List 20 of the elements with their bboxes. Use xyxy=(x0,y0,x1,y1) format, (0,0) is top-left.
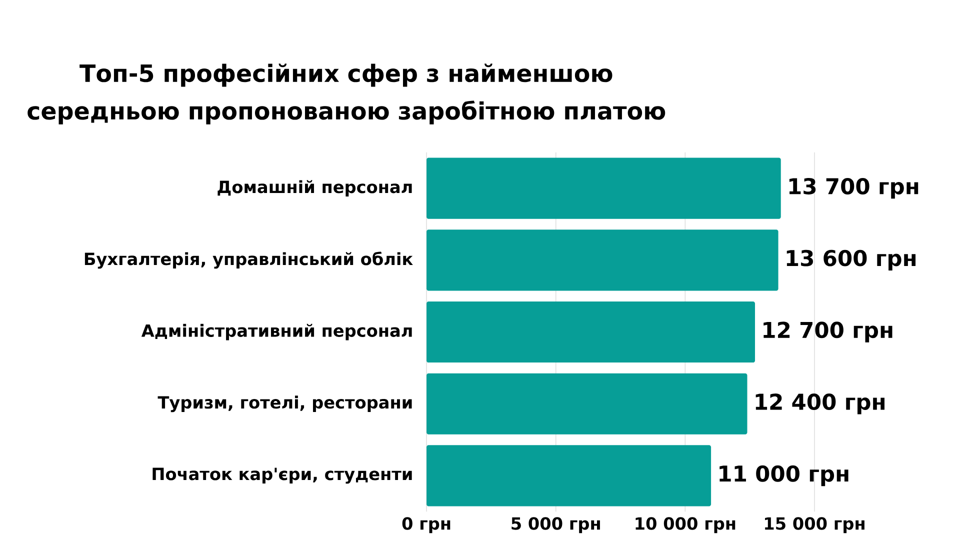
data-label: 12 400 грн xyxy=(756,393,884,414)
bar xyxy=(426,229,778,291)
data-label: 12 700 грн xyxy=(764,322,892,342)
bar xyxy=(426,301,755,362)
data-label: 13 700 грн xyxy=(789,178,918,199)
y-tick-label: Початок кар'єри, студенти xyxy=(152,468,412,484)
y-tick-label: Туризм, готелі, ресторани xyxy=(158,396,412,412)
bar xyxy=(426,445,712,506)
y-tick-label: Адміністративний персонал xyxy=(141,324,412,340)
data-label: 13 600 грн xyxy=(786,250,916,270)
bar xyxy=(426,158,781,219)
x-tick-label: 0 грн xyxy=(402,516,450,533)
chart-title: Топ-5 професійних сфер з найменшою середньою пропонованою заробітною платою xyxy=(28,64,666,124)
x-tick-label: 10 000 грн xyxy=(636,516,736,533)
bar xyxy=(426,373,748,434)
y-tick-label: Бухгалтерія, управлінський облік xyxy=(84,252,413,269)
x-tick-label: 15 000 грн xyxy=(765,516,864,533)
data-label: 11 000 грн xyxy=(720,465,848,486)
x-tick-label: 5 000 грн xyxy=(512,516,600,533)
y-tick-label: Домашній персонал xyxy=(218,180,412,196)
